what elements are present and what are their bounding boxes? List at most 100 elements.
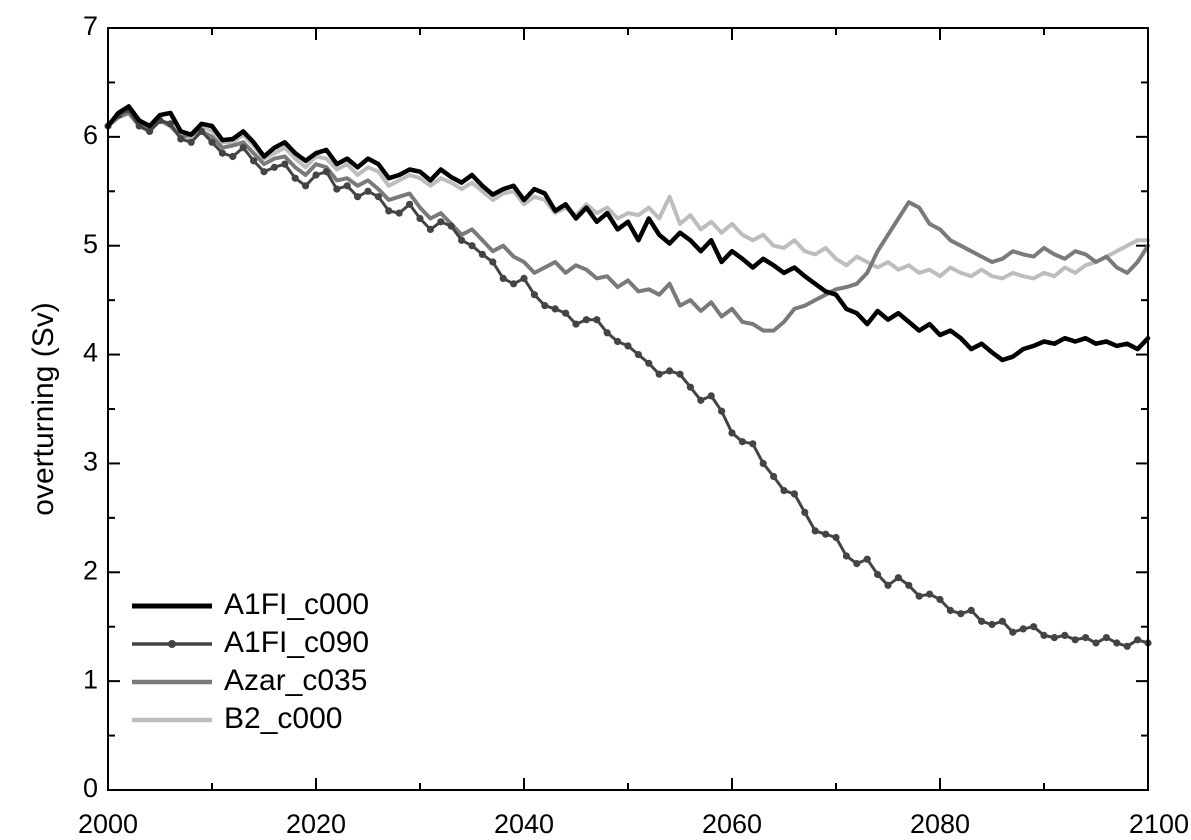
- data-point-a1fi-c090: [1123, 642, 1131, 650]
- y-tick-label: 6: [83, 120, 98, 150]
- data-point-a1fi-c090: [416, 214, 424, 223]
- data-point-a1fi-c090: [780, 487, 788, 495]
- data-point-a1fi-c090: [957, 610, 965, 618]
- x-tick-label: 2000: [78, 809, 138, 839]
- data-point-a1fi-c090: [614, 337, 622, 346]
- data-point-a1fi-c090: [447, 222, 455, 230]
- data-point-a1fi-c090: [874, 570, 882, 579]
- data-point-a1fi-c090: [1050, 634, 1058, 642]
- data-point-a1fi-c090: [312, 171, 320, 179]
- data-point-a1fi-c090: [364, 187, 372, 195]
- data-point-a1fi-c090: [177, 135, 185, 143]
- y-axis-title: overturning (Sv): [27, 302, 60, 515]
- data-point-a1fi-c090: [354, 193, 362, 201]
- data-point-a1fi-c090: [863, 555, 871, 563]
- data-point-a1fi-c090: [1134, 636, 1142, 644]
- legend-item-a1fi-c090: A1FI_c090: [132, 626, 369, 659]
- legend-label: A1FI_c090: [224, 626, 369, 659]
- legend-item-b2-c000: B2_c000: [132, 702, 342, 735]
- data-point-a1fi-c090: [749, 440, 757, 448]
- data-point-a1fi-c090: [281, 160, 289, 168]
- data-point-a1fi-c090: [499, 274, 507, 282]
- data-point-a1fi-c090: [406, 200, 414, 208]
- data-point-a1fi-c090: [1071, 636, 1079, 644]
- data-point-a1fi-c090: [239, 144, 247, 152]
- data-point-a1fi-c090: [509, 280, 518, 288]
- data-point-a1fi-c090: [343, 182, 351, 190]
- data-point-a1fi-c090: [634, 351, 643, 359]
- data-point-a1fi-c090: [842, 552, 851, 560]
- data-point-a1fi-c090: [562, 309, 570, 317]
- data-point-a1fi-c090: [967, 606, 975, 615]
- data-point-a1fi-c090: [582, 316, 591, 324]
- data-point-a1fi-c090: [1082, 634, 1090, 642]
- data-point-a1fi-c090: [686, 383, 695, 391]
- data-point-a1fi-c090: [926, 590, 934, 598]
- data-point-a1fi-c090: [333, 185, 341, 193]
- x-tick-label: 2100: [1129, 809, 1189, 839]
- y-tick-label: 5: [83, 229, 98, 259]
- data-point-a1fi-c090: [655, 370, 663, 378]
- data-point-a1fi-c090: [666, 367, 674, 375]
- y-tick-label: 0: [83, 773, 98, 803]
- data-point-a1fi-c090: [135, 122, 143, 130]
- legend-item-azar-c035: Azar_c035: [132, 664, 367, 697]
- data-point-a1fi-c090: [1019, 625, 1027, 633]
- data-point-a1fi-c090: [978, 617, 986, 625]
- y-tick-label: 4: [83, 338, 98, 368]
- y-tick-label: 3: [83, 447, 98, 477]
- data-point-a1fi-c090: [853, 560, 861, 568]
- legend-label: Azar_c035: [224, 664, 367, 697]
- data-point-a1fi-c090: [603, 329, 611, 337]
- data-point-a1fi-c090: [645, 359, 653, 367]
- data-point-a1fi-c090: [790, 490, 799, 498]
- x-tick-label: 2060: [702, 809, 762, 839]
- data-point-a1fi-c090: [697, 396, 705, 404]
- series-lines: [104, 104, 1152, 650]
- data-point-a1fi-c090: [728, 429, 736, 437]
- data-point-a1fi-c090: [998, 617, 1007, 625]
- data-point-a1fi-c090: [811, 527, 819, 535]
- data-point-a1fi-c090: [385, 207, 393, 215]
- data-point-a1fi-c090: [1061, 631, 1069, 640]
- data-point-a1fi-c090: [759, 459, 767, 467]
- data-point-a1fi-c090: [478, 250, 486, 258]
- data-point-a1fi-c090: [1030, 623, 1038, 631]
- series-line-b2-c000: [106, 107, 1150, 281]
- x-tick-label: 2080: [910, 809, 970, 839]
- data-point-a1fi-c090: [260, 168, 268, 176]
- data-point-a1fi-c090: [374, 193, 382, 201]
- data-point-a1fi-c090: [822, 530, 830, 538]
- y-tick-label: 2: [83, 555, 98, 585]
- data-point-a1fi-c090: [884, 581, 892, 589]
- data-point-a1fi-c090: [166, 120, 174, 128]
- data-point-a1fi-c090: [707, 392, 715, 400]
- data-point-a1fi-c090: [738, 438, 747, 446]
- data-point-a1fi-c090: [1113, 639, 1121, 647]
- x-tick-label: 2040: [494, 809, 554, 839]
- data-point-a1fi-c090: [551, 305, 559, 313]
- data-point-a1fi-c090: [905, 581, 913, 589]
- data-point-a1fi-c090: [270, 163, 278, 171]
- legend-item-a1fi-c000: A1FI_c000: [132, 588, 369, 621]
- data-point-a1fi-c090: [208, 138, 216, 146]
- data-point-a1fi-c090: [489, 258, 497, 266]
- legend: A1FI_c000 A1FI_c090 Azar_c035 B2_c000: [132, 588, 369, 735]
- data-point-a1fi-c090: [291, 174, 299, 182]
- data-point-a1fi-c090: [250, 157, 258, 165]
- axis-ticks: [107, 27, 1149, 791]
- data-point-a1fi-c090: [395, 209, 403, 217]
- tick-labels: 0 1 2 3 4 5 6 7 2000 2020 2040 2060 2080 2100: [78, 11, 1189, 839]
- data-point-a1fi-c090: [936, 595, 944, 604]
- data-point-a1fi-c090: [946, 606, 955, 615]
- plot-frame: [107, 27, 1149, 791]
- data-point-a1fi-c090: [1009, 628, 1017, 636]
- y-tick-label: 7: [83, 11, 98, 41]
- data-point-a1fi-c090: [426, 225, 434, 233]
- data-point-a1fi-c090: [437, 218, 445, 226]
- series-line-a1fi-c000: [105, 104, 1151, 363]
- data-point-a1fi-c090: [894, 574, 903, 582]
- data-point-a1fi-c090: [915, 592, 923, 600]
- data-point-a1fi-c090: [988, 620, 996, 629]
